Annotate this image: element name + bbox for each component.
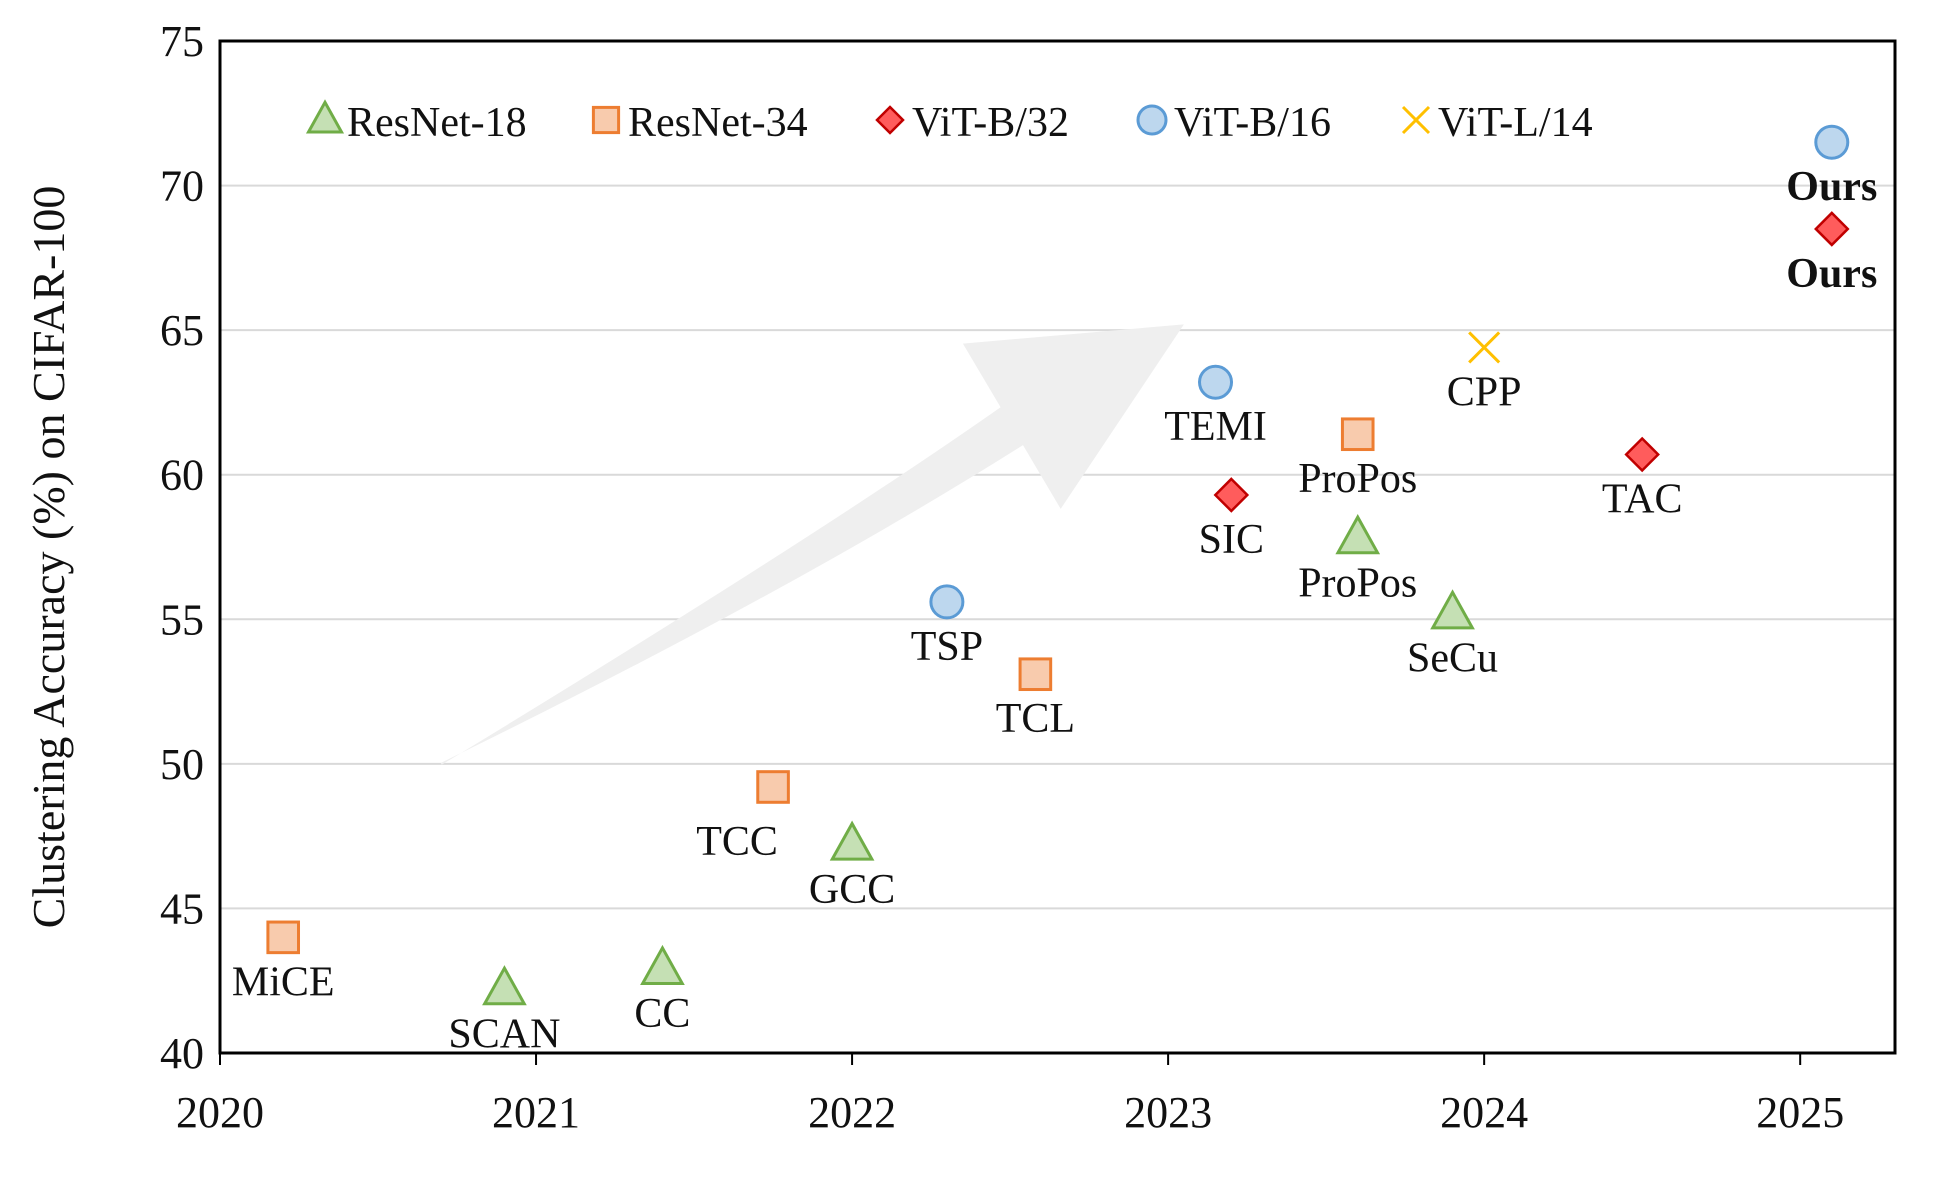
data-label: SCAN bbox=[448, 1011, 560, 1057]
legend-label: ResNet-34 bbox=[628, 100, 808, 146]
plot-area-frame bbox=[218, 39, 1897, 1055]
data-label: ProPos bbox=[1298, 456, 1417, 502]
legend-marker-vit-b-16 bbox=[1136, 104, 1168, 136]
gridlines bbox=[220, 184, 1895, 910]
data-label: CC bbox=[634, 991, 690, 1037]
x-tick-label: 2020 bbox=[176, 1088, 264, 1137]
data-label: SeCu bbox=[1407, 636, 1498, 682]
data-label: ProPos bbox=[1298, 560, 1417, 606]
data-point-vit-b-16 bbox=[929, 584, 965, 620]
x-tick-label: 2025 bbox=[1756, 1088, 1844, 1137]
legend-item-vit-l-14: ViT-L/14 bbox=[1401, 100, 1593, 146]
data-point-resnet-34 bbox=[1018, 657, 1053, 692]
data-point-resnet-18 bbox=[640, 944, 685, 986]
trend-arrow-layer bbox=[440, 324, 1184, 765]
y-tick-label: 60 bbox=[160, 451, 204, 500]
legend-label: ViT-L/14 bbox=[1438, 100, 1593, 146]
data-point-vit-b-32 bbox=[1624, 436, 1660, 473]
data-point-resnet-18 bbox=[1335, 514, 1381, 555]
data-point-vit-l-14 bbox=[1468, 331, 1501, 364]
legend-marker-vit-l-14 bbox=[1401, 105, 1431, 135]
legend-label: ViT-B/16 bbox=[1174, 100, 1331, 146]
y-tick-label: 50 bbox=[160, 740, 204, 789]
legend-item-resnet-34: ResNet-34 bbox=[591, 100, 808, 146]
data-point-vit-b-16 bbox=[1814, 124, 1850, 160]
legend-label: ViT-B/32 bbox=[912, 100, 1069, 146]
legend-marker-resnet-34 bbox=[591, 105, 621, 135]
x-tick-label: 2024 bbox=[1440, 1088, 1528, 1137]
y-axis-ticks: 40 45 50 55 60 65 70 75 bbox=[160, 17, 204, 1078]
data-points bbox=[266, 124, 1850, 1006]
x-tick-label: 2022 bbox=[808, 1088, 896, 1137]
data-point-resnet-18 bbox=[1430, 589, 1475, 630]
data-label: CPP bbox=[1447, 369, 1522, 415]
y-tick-label: 75 bbox=[160, 17, 204, 66]
data-point-vit-l-14-stroke bbox=[1468, 331, 1501, 364]
data-label: GCC bbox=[809, 867, 895, 913]
y-axis-label: Clustering Accuracy (%) on CIFAR-100 bbox=[23, 186, 74, 929]
data-label: Ours bbox=[1786, 251, 1877, 297]
y-tick-label: 70 bbox=[160, 162, 204, 211]
legend-label: ResNet-18 bbox=[347, 100, 527, 146]
data-point-vit-b-16 bbox=[1198, 364, 1234, 400]
data-label: Ours bbox=[1786, 164, 1877, 210]
data-point-resnet-18 bbox=[829, 820, 875, 861]
data-label: SIC bbox=[1199, 517, 1264, 563]
y-tick-label: 65 bbox=[160, 306, 204, 355]
data-point-vit-b-32 bbox=[1213, 477, 1250, 513]
x-tick-label: 2021 bbox=[492, 1088, 580, 1137]
legend-marker-vit-l-14-stroke bbox=[1401, 105, 1431, 135]
y-tick-label: 55 bbox=[160, 595, 204, 644]
legend-item-resnet-18: ResNet-18 bbox=[305, 99, 527, 146]
legend-item-vit-b-16: ViT-B/16 bbox=[1136, 100, 1331, 146]
data-point-resnet-34 bbox=[266, 920, 301, 955]
data-label: TSP bbox=[911, 624, 983, 670]
data-label: TCL bbox=[996, 696, 1075, 742]
legend: ResNet-18 ResNet-34 ViT-B/32 ViT-B/16 ViT-L/… bbox=[305, 99, 1593, 146]
legend-marker-vit-b-32 bbox=[875, 105, 905, 135]
legend-item-vit-b-32: ViT-B/32 bbox=[875, 100, 1069, 146]
x-axis-ticks: 2020 2021 2022 2023 2024 2025 bbox=[176, 1053, 1844, 1137]
point-labels: SCAN CC GCC ProPos SeCu MiCE TCC TCL ProPos SIC TA… bbox=[232, 164, 1877, 1057]
y-tick-label: 45 bbox=[160, 884, 204, 933]
legend-marker-resnet-18 bbox=[305, 99, 345, 134]
y-tick-label: 40 bbox=[160, 1029, 204, 1078]
data-label: MiCE bbox=[232, 959, 335, 1005]
data-point-vit-b-32 bbox=[1814, 211, 1850, 247]
data-point-resnet-34 bbox=[1340, 417, 1375, 452]
data-label: TAC bbox=[1602, 476, 1683, 522]
x-tick-label: 2023 bbox=[1124, 1088, 1212, 1137]
data-point-resnet-34 bbox=[756, 770, 790, 804]
data-label: TCC bbox=[696, 819, 778, 865]
data-label: TEMI bbox=[1164, 404, 1267, 450]
data-point-resnet-18 bbox=[482, 965, 527, 1006]
trend-arrow bbox=[440, 324, 1184, 765]
